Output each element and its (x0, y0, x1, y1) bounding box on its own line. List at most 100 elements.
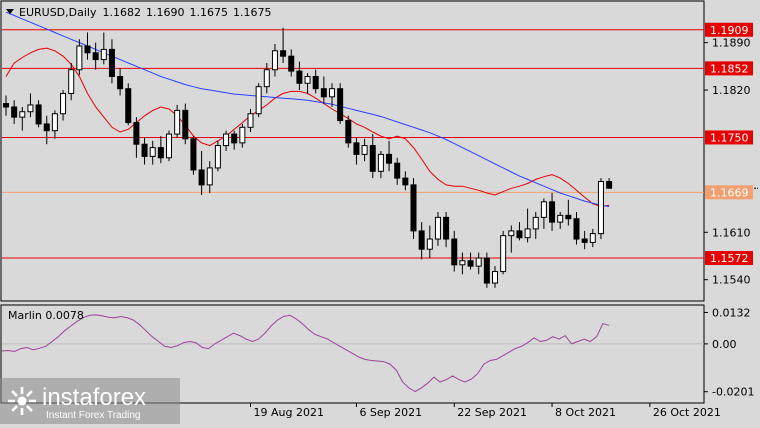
candle-body-bull (255, 86, 262, 115)
candle (312, 69, 319, 94)
candle-body-bear (43, 123, 50, 132)
candle-body-bear (296, 70, 303, 84)
price-panel-frame (0, 0, 705, 302)
price-tick-label: 1.1540 (712, 274, 751, 287)
indicator-panel-frame (0, 304, 705, 404)
candle (557, 211, 564, 229)
candle-body-bear (92, 52, 99, 61)
candlesticks (3, 27, 613, 288)
candle-body-bear (337, 88, 344, 122)
marlin-tick-label: 0.0132 (712, 306, 751, 319)
time-tick-label: 6 Sep 2021 (359, 406, 422, 419)
instaforex-watermark: instaforex Instant Forex Trading (0, 378, 180, 424)
candle (166, 130, 172, 162)
marlin-label: Marlin 0.0078 (8, 309, 84, 322)
candle (475, 252, 482, 275)
candle (214, 140, 221, 172)
candle (508, 225, 515, 253)
candle (157, 136, 164, 164)
candle-body-bull (434, 216, 441, 240)
candle (271, 43, 278, 77)
candle (108, 39, 115, 84)
candle-body-bear (35, 104, 42, 125)
candle (174, 104, 181, 138)
candle (263, 62, 270, 94)
time-tick-label: 26 Oct 2021 (653, 406, 721, 419)
candle-body-bull (247, 113, 254, 128)
candle (337, 83, 344, 124)
candle (280, 27, 287, 63)
candle (402, 171, 409, 191)
candle-body-bull (214, 145, 221, 169)
candle-body-bull (540, 201, 547, 218)
candle-body-bull (206, 167, 213, 186)
candle (84, 32, 91, 60)
candle-body-bear (84, 45, 91, 54)
time-axis: 19 Aug 2021 6 Sep 2021 22 Sep 2021 8 Oct 20… (250, 403, 721, 419)
candle-body-bull (557, 214, 564, 223)
candle (255, 83, 262, 118)
candle-body-bear (451, 238, 458, 266)
candle-body-bull (271, 50, 278, 71)
candle-body-bull (475, 257, 482, 267)
candle-body-bear (516, 230, 523, 239)
candle-body-bear (3, 103, 9, 108)
candle (597, 178, 604, 240)
candle (320, 76, 327, 104)
price-tick-label: 1.1820 (712, 84, 751, 97)
candle (410, 178, 417, 240)
candle-body-bear (353, 142, 360, 155)
candle-body-bull (166, 133, 172, 159)
marlin-indicator: 0.0132 0.00 -0.0201 (1, 306, 754, 399)
candle-body-bull (492, 271, 498, 284)
price-axis: 1.1890 1.1820 1.1610 1.1540 1.1909 1.1852 1.17… (704, 22, 753, 287)
candle-body-bear (231, 133, 238, 144)
level-price-label: 1.1572 (710, 252, 749, 265)
candle (434, 211, 441, 246)
chart-header: EURUSD,Daily 1.1682 1.1690 1.1675 1.1675 (6, 6, 272, 19)
candle-body-bear (190, 138, 197, 171)
candle-body-bear (394, 162, 401, 179)
candle (231, 130, 238, 150)
candle (125, 83, 132, 126)
candle (573, 211, 580, 245)
candle-body-bull (589, 233, 596, 243)
candle (141, 137, 148, 165)
candle (500, 230, 507, 275)
candle-body-bear (157, 147, 164, 159)
watermark-tagline: Instant Forex Trading (46, 410, 141, 421)
candle (394, 157, 401, 185)
candle (288, 49, 295, 77)
candle-body-bear (369, 145, 376, 172)
candle (19, 106, 26, 131)
candle (296, 61, 303, 91)
candle (581, 230, 588, 250)
candle (467, 252, 474, 270)
time-tick-label: 19 Aug 2021 (254, 406, 324, 419)
level-price-label: 1.1909 (710, 24, 749, 37)
candle (239, 123, 246, 148)
candle (190, 136, 197, 175)
candle (483, 252, 490, 288)
candle (198, 151, 205, 196)
candle (377, 151, 384, 179)
candle-body-bull (19, 111, 26, 118)
candle (3, 95, 9, 116)
level-price-label: 1.1750 (710, 131, 749, 144)
candle-body-bear (11, 106, 18, 118)
candle-body-bear (402, 177, 409, 186)
candle (223, 130, 230, 151)
candle (206, 161, 213, 193)
candle-body-bull (223, 133, 230, 147)
marlin-tick-label: -0.0201 (712, 386, 754, 399)
candle-body-bull (76, 45, 83, 71)
candle (418, 222, 425, 260)
candle-body-bull (524, 228, 531, 239)
collapse-triangle-icon[interactable] (6, 9, 14, 14)
candle-body-bear (198, 169, 205, 186)
candle (100, 32, 107, 65)
candle-body-bear (418, 230, 425, 250)
